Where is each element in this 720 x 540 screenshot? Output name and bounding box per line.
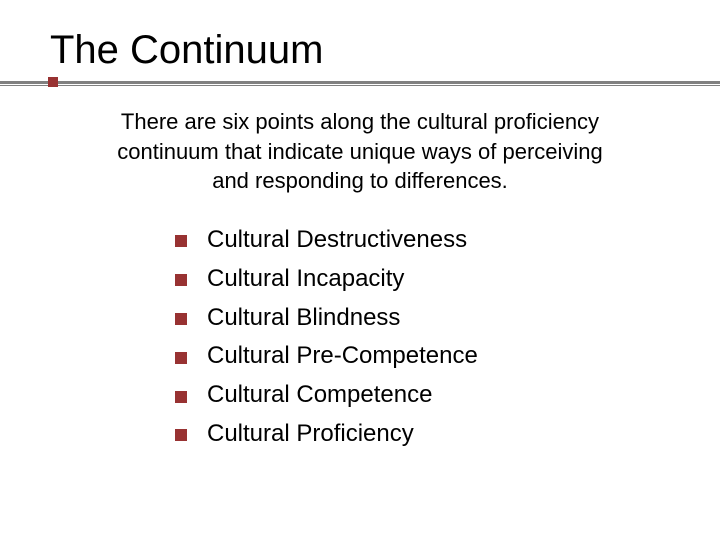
bullet-icon bbox=[175, 274, 187, 286]
bullet-icon bbox=[175, 235, 187, 247]
bullet-label: Cultural Blindness bbox=[207, 304, 400, 333]
bullet-icon bbox=[175, 391, 187, 403]
bullet-list: Cultural Destructiveness Cultural Incapa… bbox=[175, 226, 720, 449]
list-item: Cultural Destructiveness bbox=[175, 226, 720, 255]
bullet-label: Cultural Incapacity bbox=[207, 265, 404, 294]
bullet-label: Cultural Proficiency bbox=[207, 420, 414, 449]
slide-title: The Continuum bbox=[50, 28, 720, 73]
bullet-icon bbox=[175, 352, 187, 364]
list-item: Cultural Proficiency bbox=[175, 420, 720, 449]
rule-tick-icon bbox=[48, 77, 58, 87]
list-item: Cultural Pre-Competence bbox=[175, 342, 720, 371]
rule-line-bottom bbox=[0, 85, 720, 86]
bullet-icon bbox=[175, 429, 187, 441]
bullet-label: Cultural Destructiveness bbox=[207, 226, 467, 255]
title-block: The Continuum bbox=[0, 0, 720, 73]
slide: The Continuum There are six points along… bbox=[0, 0, 720, 540]
list-item: Cultural Competence bbox=[175, 381, 720, 410]
bullet-icon bbox=[175, 313, 187, 325]
list-item: Cultural Incapacity bbox=[175, 265, 720, 294]
rule-line-top bbox=[0, 81, 720, 84]
bullet-label: Cultural Pre-Competence bbox=[207, 342, 478, 371]
title-rule bbox=[0, 81, 720, 89]
bullet-label: Cultural Competence bbox=[207, 381, 432, 410]
list-item: Cultural Blindness bbox=[175, 304, 720, 333]
slide-subtitle: There are six points along the cultural … bbox=[100, 107, 620, 196]
